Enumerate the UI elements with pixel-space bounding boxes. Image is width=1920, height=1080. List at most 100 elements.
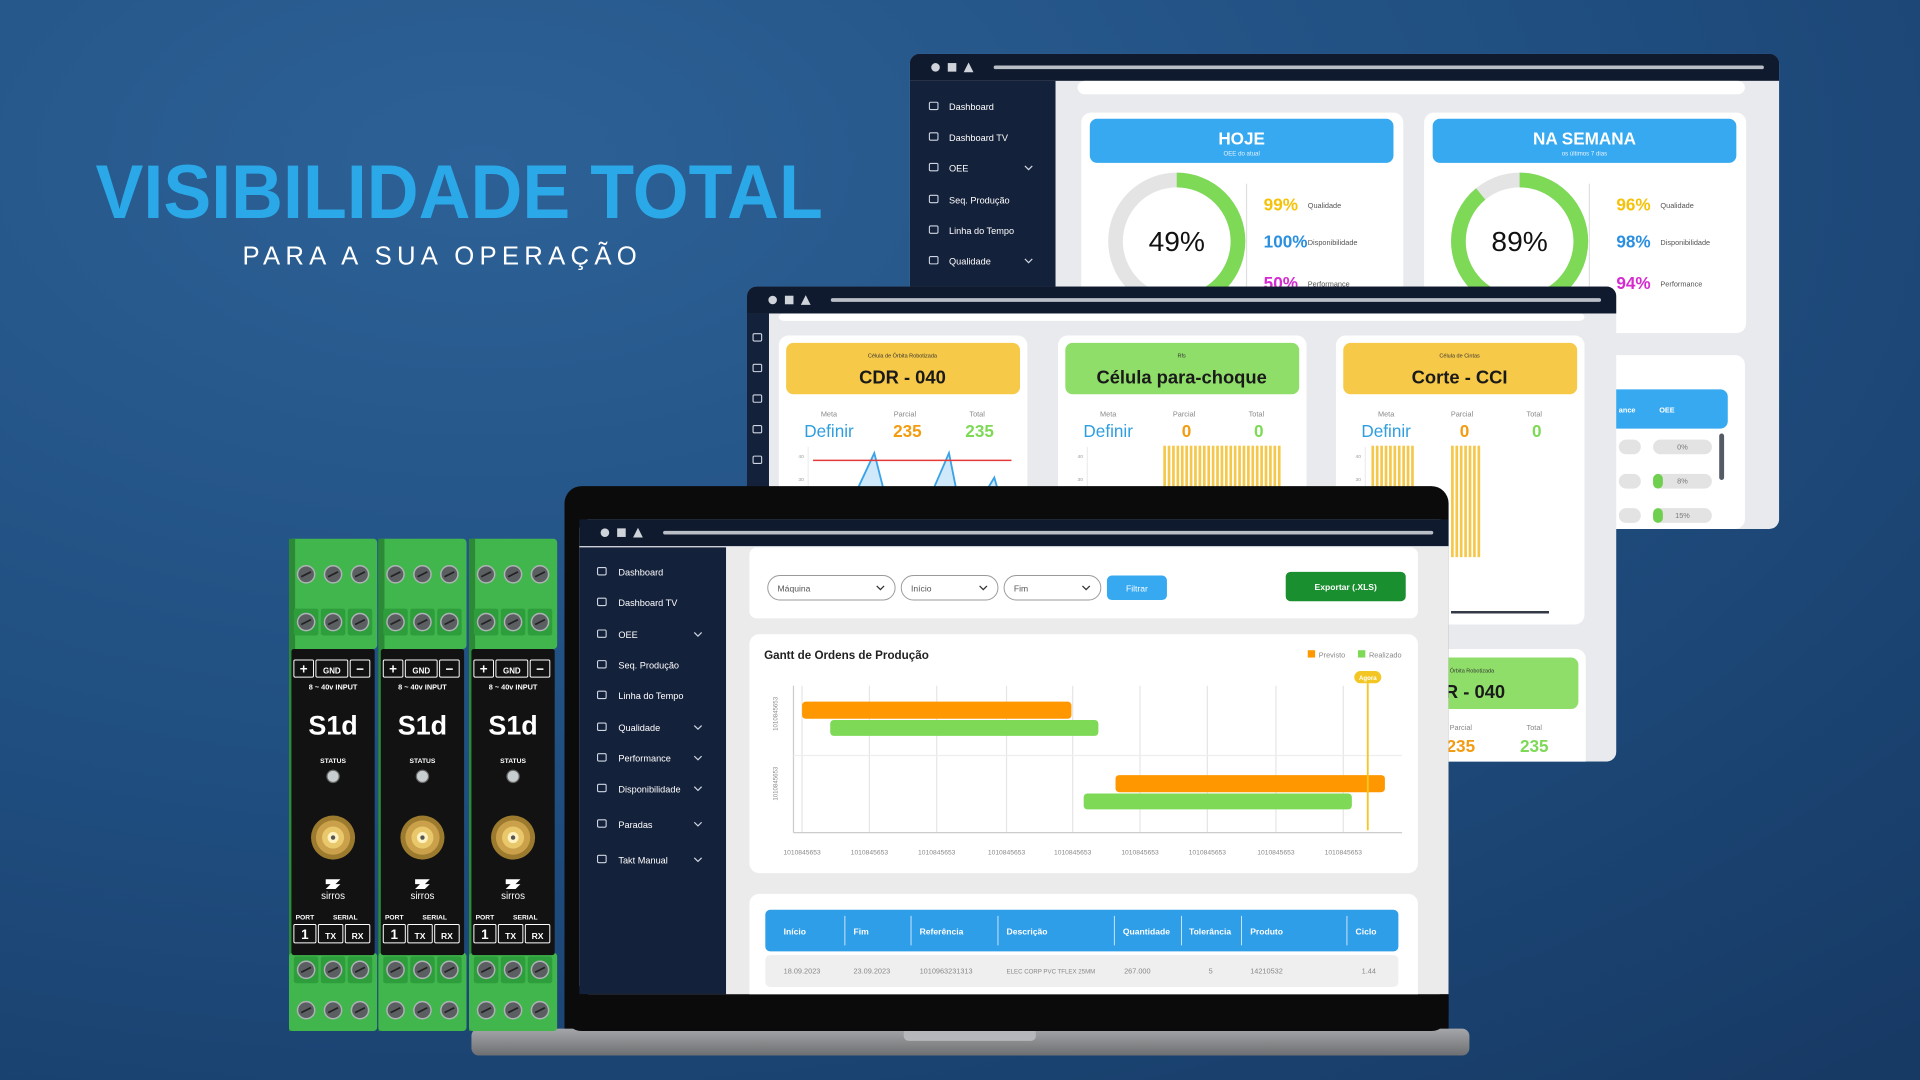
input-label: 8 ~ 40v INPUT	[398, 682, 447, 691]
polarity-label: +	[300, 661, 308, 676]
din-module: + GND − 8 ~ 40v INPUT S1d STATUS sirros PORT SER…	[468, 538, 558, 1032]
menu-item[interactable]: Qualidade	[949, 256, 991, 266]
port-header: PORT	[476, 915, 496, 922]
chevron	[693, 755, 703, 761]
menu-item[interactable]: OEE	[618, 630, 637, 640]
select[interactable]	[767, 575, 896, 601]
window-triangle	[963, 62, 974, 73]
orders-window: Dashboard Dashboard TV OEE Seq. Produção Lin…	[579, 519, 1449, 995]
screw-slot	[327, 571, 339, 578]
screw-slot	[480, 1006, 492, 1014]
antenna-connector	[510, 835, 516, 840]
label-box	[382, 659, 404, 678]
label-box	[404, 659, 438, 678]
column-header: Referência	[920, 926, 964, 936]
polarity-label: −	[356, 661, 364, 676]
select[interactable]	[1003, 575, 1102, 601]
port-label: 1	[301, 927, 309, 942]
chart-bar	[1464, 445, 1467, 558]
menu-item[interactable]: Seq. Produção	[618, 661, 679, 671]
filter-button[interactable]	[1106, 575, 1167, 601]
gantt-bar-planned	[802, 701, 1072, 719]
select[interactable]	[900, 575, 999, 601]
chevron	[1024, 258, 1033, 264]
pill	[1653, 473, 1712, 489]
metric-value: 99%	[1264, 195, 1298, 215]
screw-slot	[354, 966, 366, 974]
menu-item[interactable]: Seq. Produção	[949, 195, 1010, 205]
legend-label: Realizado	[1369, 651, 1402, 660]
cell-caption: Célula de Órbita Robotizada	[868, 353, 938, 360]
pill	[1653, 508, 1712, 523]
screw-slot	[390, 966, 401, 974]
menu-item[interactable]: Paradas	[618, 820, 653, 830]
stat-value: 235	[893, 421, 922, 441]
menu-item[interactable]: Dashboard TV	[618, 598, 678, 608]
menu-icon	[597, 753, 607, 762]
select-label[interactable]: Fim	[1014, 583, 1028, 593]
x-label: 1010845653	[1054, 850, 1092, 857]
brand-label: sirros	[501, 891, 525, 902]
port-header: PORT	[385, 915, 405, 922]
stat-label: Total	[1527, 723, 1543, 732]
screw-slot	[534, 966, 546, 974]
polarity-label: −	[445, 661, 453, 676]
chevron	[979, 585, 988, 591]
menu-item[interactable]: Takt Manual	[618, 855, 667, 865]
table-header: ance	[1619, 406, 1636, 415]
port-label: 1	[391, 927, 399, 942]
label-box	[293, 924, 317, 944]
stat-label: Total	[1249, 409, 1265, 418]
menu-item[interactable]: Qualidade	[618, 723, 660, 733]
label-box	[473, 924, 497, 944]
pill-value: 15%	[1675, 511, 1690, 520]
screw-slot	[534, 571, 546, 578]
table-cell: 18.09.2023	[784, 966, 821, 975]
port-label: TX	[505, 931, 516, 941]
menu-item[interactable]: Disponibilidade	[618, 784, 680, 794]
laptop-chin	[564, 994, 1449, 1029]
menu-item[interactable]: Dashboard	[618, 568, 663, 578]
table-header: OEE	[1659, 406, 1675, 415]
label-box	[382, 924, 406, 944]
export-button-label[interactable]: Exportar (.XLS)	[1315, 582, 1377, 592]
export-button[interactable]	[1285, 571, 1406, 602]
stat-label: Meta	[821, 409, 838, 418]
menu-item[interactable]: Linha do Tempo	[618, 691, 683, 701]
filter-button-label[interactable]: Filtrar	[1126, 583, 1148, 593]
oee-card-header	[1432, 118, 1737, 163]
menu-icon	[597, 660, 607, 669]
legend-swatch	[1307, 650, 1316, 658]
screw-slot	[300, 966, 312, 974]
label-box	[293, 659, 314, 678]
select-label[interactable]: Início	[911, 583, 932, 593]
chart-bar	[1477, 445, 1481, 558]
stat-label: Parcial	[894, 409, 917, 418]
x-label: 1010845653	[1325, 850, 1363, 857]
menu-item[interactable]: OEE	[949, 163, 968, 173]
cell-card-header	[786, 342, 1021, 395]
metric-label: Qualidade	[1660, 201, 1693, 210]
input-label: 8 ~ 40v INPUT	[489, 682, 538, 691]
menu-item[interactable]: Dashboard TV	[949, 133, 1009, 143]
chevron	[693, 857, 703, 863]
cell-caption: Órbita Robotizada	[1450, 667, 1495, 674]
label-box	[495, 659, 529, 678]
menu-icon	[597, 597, 607, 607]
chart-tick: 40	[1078, 454, 1084, 460]
metric-label: Disponibilidade	[1660, 238, 1710, 247]
menu-icon	[752, 363, 763, 373]
chart-bar	[1455, 445, 1459, 558]
menu-icon	[597, 854, 607, 864]
menu-item[interactable]: Dashboard	[949, 102, 994, 112]
menu-item[interactable]: Linha do Tempo	[949, 226, 1014, 236]
headline: VISIBILIDADE TOTAL	[96, 150, 823, 235]
label-box	[317, 924, 344, 944]
stat-value: 0	[1254, 421, 1264, 441]
oee-card-title: HOJE	[1218, 128, 1265, 148]
screw-slot	[534, 618, 546, 626]
menu-item[interactable]: Performance	[618, 754, 671, 764]
select-label[interactable]: Máquina	[778, 583, 811, 593]
stat-value: 0	[1460, 421, 1470, 441]
sidebar	[579, 547, 727, 995]
